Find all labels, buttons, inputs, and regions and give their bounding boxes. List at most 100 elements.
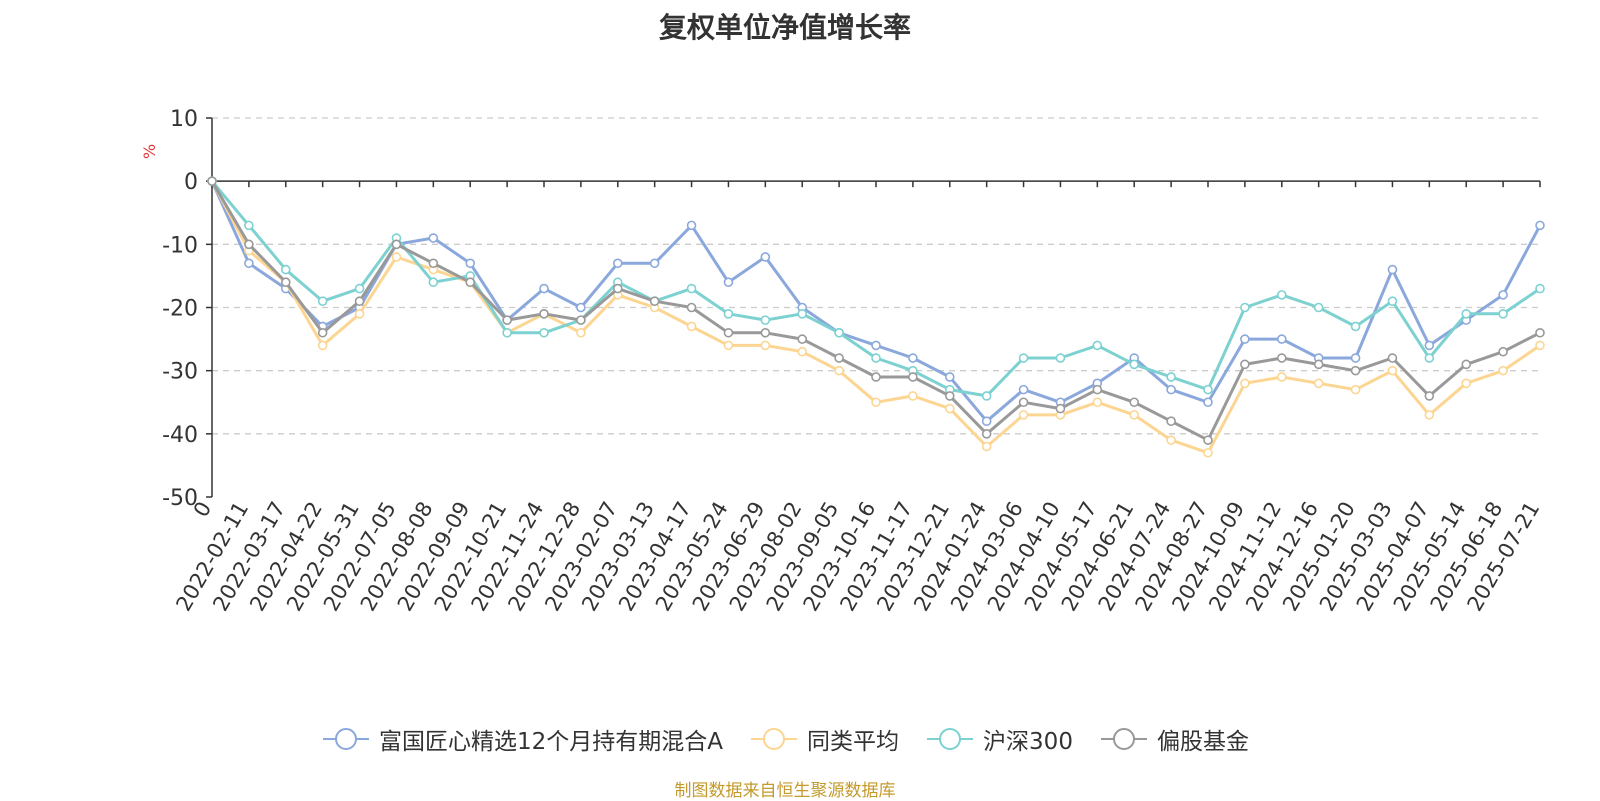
- data-point: [391, 252, 402, 262]
- data-point: [1240, 359, 1250, 370]
- y-tick-label: -40: [162, 423, 198, 448]
- data-point: [1092, 384, 1103, 395]
- data-point: [649, 258, 660, 269]
- data-point: [1055, 403, 1066, 414]
- legend-line-circle-icon: [1100, 728, 1147, 750]
- data-point: [1240, 378, 1250, 389]
- x-tick-label: 0: [189, 498, 216, 522]
- legend-item[interactable]: 沪深300: [925, 722, 1073, 756]
- data-point: [723, 327, 734, 338]
- data-point: [280, 264, 291, 275]
- data-point: [686, 283, 697, 294]
- data-point: [908, 353, 918, 363]
- y-tick-label: -10: [162, 233, 198, 258]
- data-point: [1240, 302, 1250, 313]
- y-tick-label: 10: [170, 107, 198, 132]
- data-point: [871, 340, 881, 351]
- data-point: [1240, 334, 1250, 344]
- data-point: [1276, 290, 1287, 300]
- data-point: [576, 327, 586, 338]
- data-point: [317, 296, 328, 306]
- data-point: [391, 239, 402, 250]
- data-point: [1424, 391, 1435, 401]
- data-point: [834, 365, 844, 376]
- legend-label: 沪深300: [983, 729, 1073, 755]
- data-point: [1018, 410, 1029, 420]
- data-point: [1387, 296, 1398, 306]
- data-point: [465, 277, 476, 288]
- data-point: [871, 397, 881, 408]
- chart-title: 复权单位净值增长率: [658, 11, 911, 44]
- legend-item[interactable]: 偏股基金: [1099, 722, 1249, 756]
- data-point: [981, 441, 992, 452]
- data-point: [1018, 397, 1029, 408]
- y-tick-label: -50: [162, 486, 198, 511]
- data-point: [1018, 384, 1029, 395]
- data-point: [317, 340, 328, 351]
- data-point: [686, 302, 697, 313]
- legend-item[interactable]: 同类平均: [749, 722, 899, 756]
- data-point: [981, 416, 992, 427]
- data-point: [576, 315, 586, 325]
- data-point: [1498, 290, 1508, 300]
- data-point: [686, 321, 697, 332]
- data-point: [1092, 397, 1103, 408]
- data-point: [539, 327, 549, 338]
- data-point: [1387, 365, 1398, 376]
- data-point: [1092, 340, 1103, 351]
- y-tick-label: 0: [184, 170, 198, 195]
- legend-line-circle-icon: [323, 728, 370, 750]
- data-point: [908, 372, 918, 382]
- data-point: [428, 277, 439, 288]
- data-point: [428, 258, 439, 269]
- data-point: [207, 176, 217, 186]
- data-point: [723, 309, 734, 319]
- data-point: [1498, 346, 1508, 357]
- data-point: [1387, 353, 1398, 363]
- data-point: [1424, 410, 1435, 420]
- data-point: [908, 391, 918, 401]
- data-point: [354, 283, 365, 294]
- data-point: [1313, 378, 1324, 389]
- data-point: [760, 340, 771, 351]
- data-point: [944, 403, 955, 414]
- y-axis-unit-label: %: [140, 144, 159, 159]
- data-point: [428, 233, 439, 243]
- data-point: [1498, 309, 1508, 319]
- data-point: [1166, 384, 1176, 395]
- data-point: [981, 391, 992, 401]
- data-point: [1535, 340, 1545, 351]
- source-note: 制图数据来自恒生聚源数据库: [674, 781, 896, 801]
- data-point: [871, 353, 881, 363]
- data-point: [944, 372, 955, 382]
- data-point: [834, 327, 844, 338]
- data-point: [1055, 353, 1066, 363]
- data-point: [1498, 365, 1508, 376]
- data-point: [760, 252, 771, 262]
- data-point: [1535, 283, 1545, 294]
- data-point: [1276, 334, 1287, 344]
- legend-label: 同类平均: [807, 729, 900, 755]
- data-point: [1350, 353, 1361, 363]
- series-line-0: [210, 180, 1542, 423]
- data-point: [465, 258, 476, 269]
- data-point: [1424, 340, 1435, 351]
- data-point: [1203, 384, 1213, 395]
- legend-label: 偏股基金: [1156, 729, 1249, 755]
- data-point: [686, 220, 697, 231]
- series-line-1: [210, 180, 1541, 455]
- data-point: [1535, 220, 1545, 231]
- data-point: [1313, 302, 1324, 313]
- data-point: [1387, 264, 1398, 275]
- data-point: [1350, 365, 1361, 376]
- data-point: [317, 327, 328, 338]
- data-point: [502, 327, 512, 338]
- data-point: [612, 258, 623, 269]
- data-point: [1350, 384, 1361, 395]
- legend-item[interactable]: 富国匠心精选12个月持有期混合A: [321, 722, 723, 756]
- data-point: [797, 309, 808, 319]
- grid-lines: [212, 117, 1540, 435]
- data-point: [1313, 359, 1324, 370]
- y-tick-label: -30: [162, 360, 198, 385]
